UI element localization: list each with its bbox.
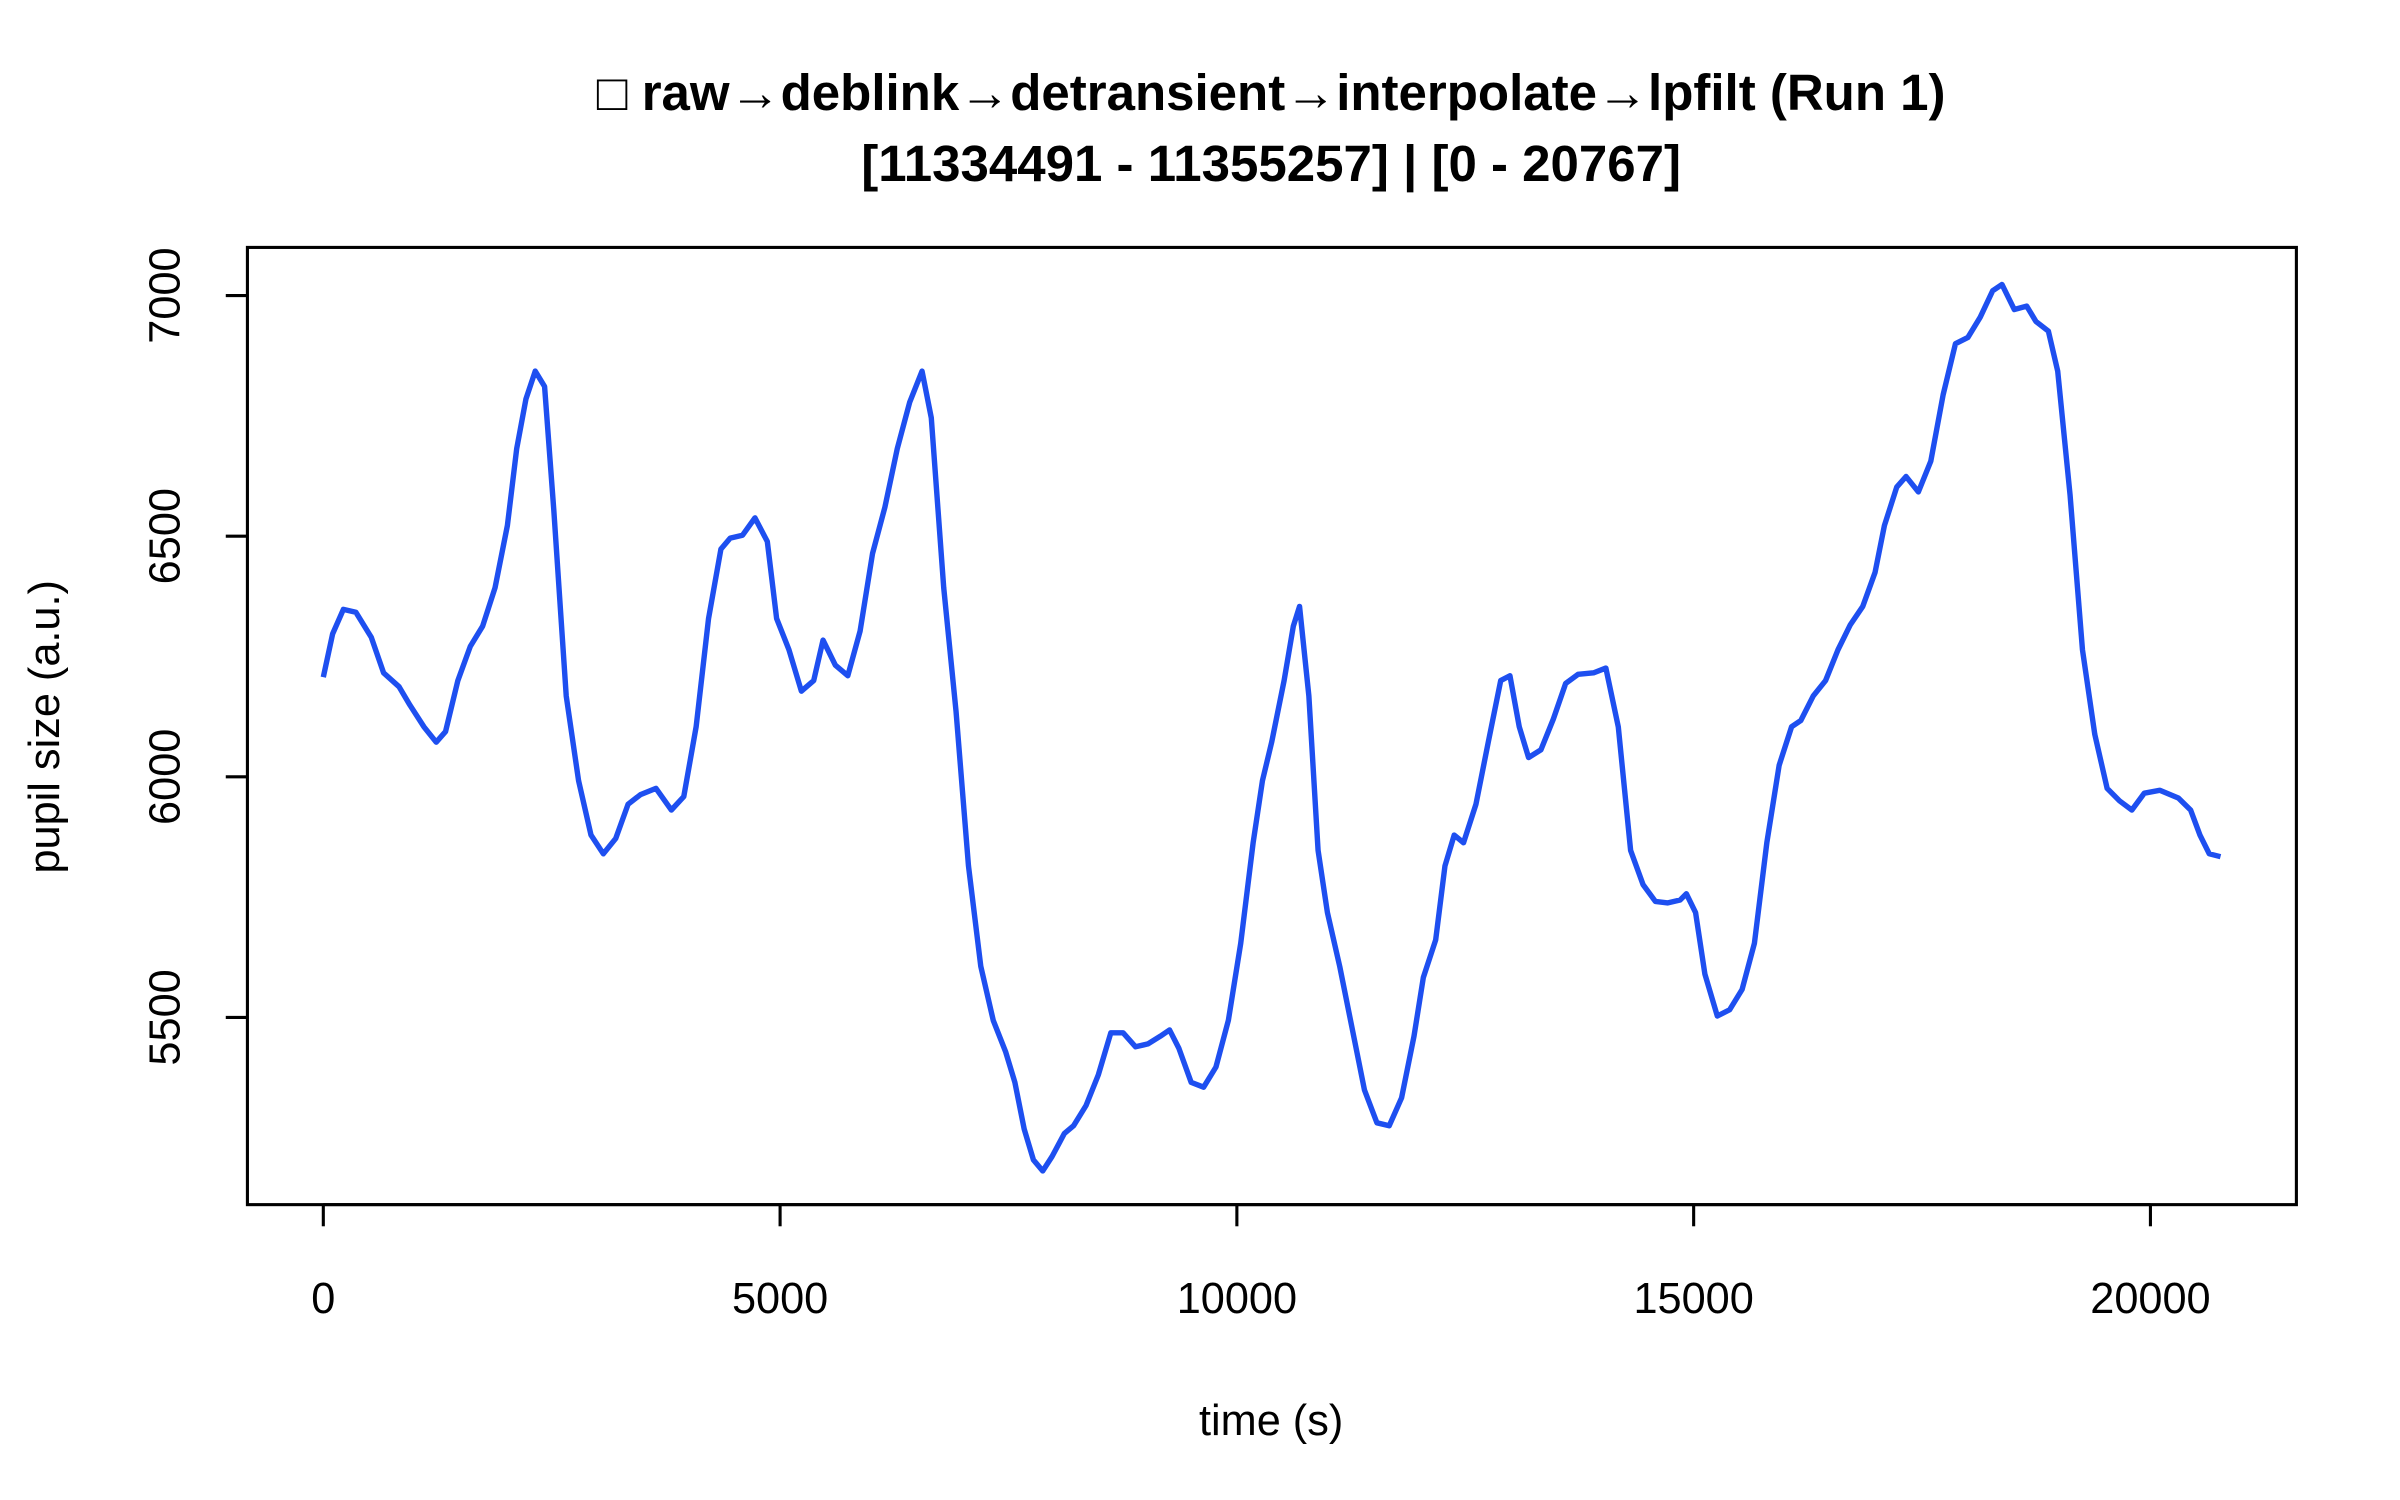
y-tick-label: 7000 (141, 247, 189, 343)
y-tick-label: 6000 (141, 729, 189, 825)
x-tick-label: 10000 (1177, 1275, 1297, 1323)
plot-frame (245, 245, 2298, 1207)
x-tick-label: 15000 (1633, 1275, 1753, 1323)
chart-subtitle: [11334491 - 11355257] | [0 - 20767] (861, 135, 1681, 193)
chart-title: □ raw→deblink→detransient→interpolate→lp… (597, 64, 1946, 121)
x-tick-label: 20000 (2090, 1275, 2210, 1323)
data-line (320, 281, 2222, 1174)
x-axis-title: time (s) (1199, 1397, 1343, 1445)
y-tick-label: 5500 (141, 969, 189, 1065)
y-tick-label: 6500 (141, 488, 189, 584)
x-tick-label: 5000 (732, 1275, 828, 1323)
y-axis-title: pupil size (a.u.) (21, 580, 69, 873)
x-tick-label: 0 (311, 1275, 335, 1323)
